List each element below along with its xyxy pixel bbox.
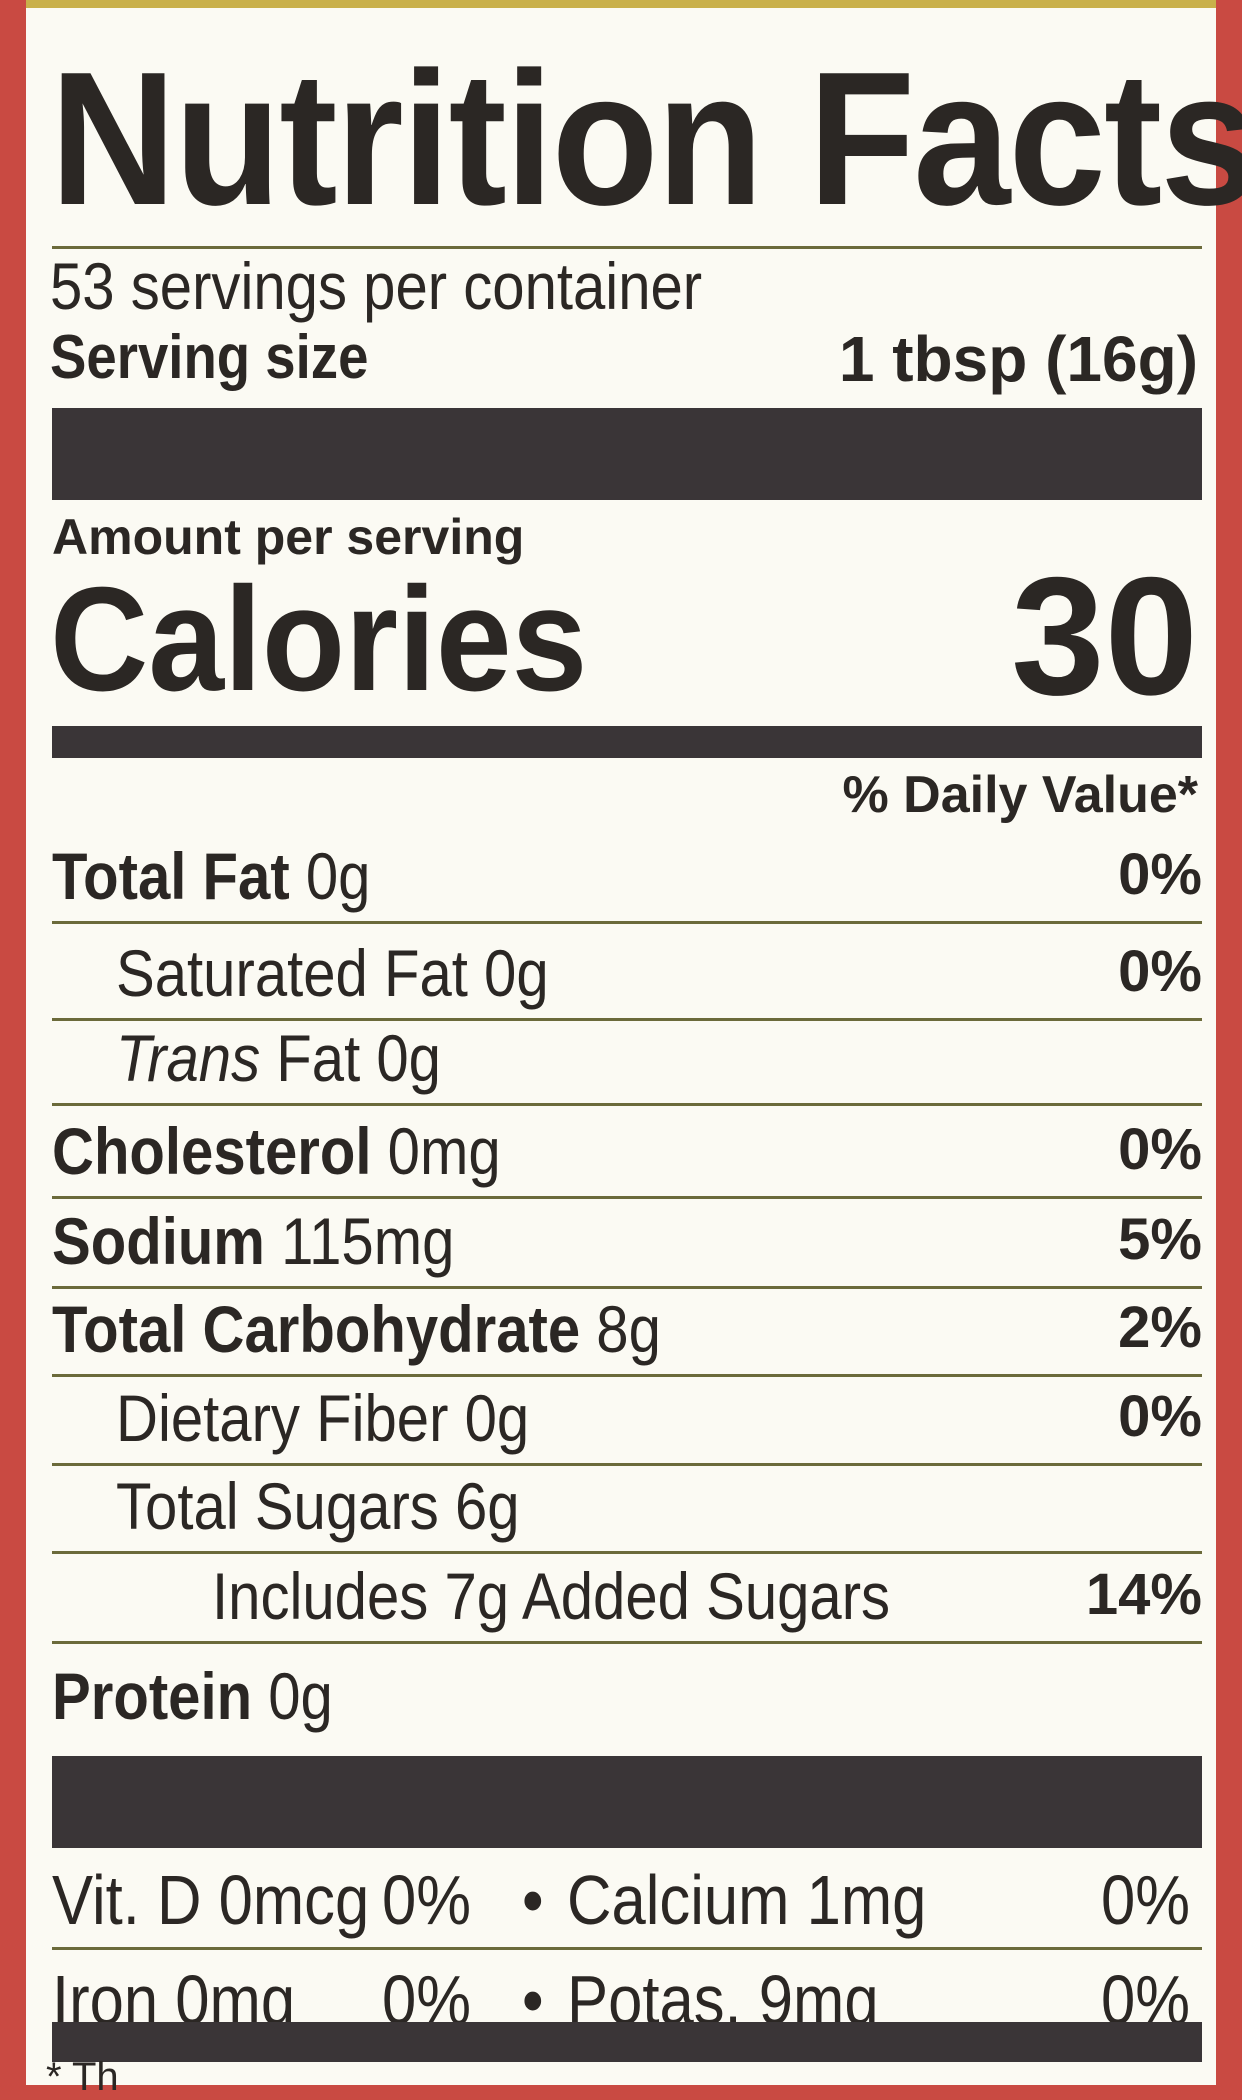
divider bbox=[52, 1463, 1202, 1466]
divider bbox=[52, 1286, 1202, 1289]
mineral-name: Calcium 1mg bbox=[567, 1861, 927, 1939]
divider bbox=[52, 1103, 1202, 1106]
medium-divider bbox=[52, 726, 1202, 758]
nutrient-row: Total Sugars 6g bbox=[52, 1460, 1202, 1554]
nutrient-name: Total Sugars 6g bbox=[116, 1468, 520, 1544]
nutrient-row: Total Fat 0g 0% bbox=[52, 830, 1202, 924]
nutrient-label-suffix: Fat bbox=[276, 1021, 361, 1095]
divider bbox=[52, 1374, 1202, 1377]
divider bbox=[52, 1551, 1202, 1554]
nutrient-amount: 6g bbox=[454, 1469, 520, 1543]
divider bbox=[52, 1641, 1202, 1644]
nutrient-name: Saturated Fat 0g bbox=[116, 935, 549, 1011]
nutrient-row: Trans Fat 0g bbox=[52, 1012, 1202, 1106]
nutrient-label: Saturated Fat bbox=[116, 936, 468, 1010]
nutrient-amount: 115mg bbox=[281, 1204, 455, 1278]
nutrient-row: Dietary Fiber 0g 0% bbox=[52, 1372, 1202, 1466]
thick-divider bbox=[52, 1756, 1202, 1848]
thick-divider bbox=[52, 408, 1202, 500]
serving-size-label: Serving size bbox=[50, 323, 369, 392]
nutrient-row: Protein 0g bbox=[52, 1650, 1202, 1742]
nutrient-row: Total Carbohydrate 8g 2% bbox=[52, 1283, 1202, 1377]
vitamin-row: Vit. D 0mcg 0% • Calcium 1mg 0% bbox=[52, 1850, 1202, 1950]
divider bbox=[52, 921, 1202, 924]
nutrient-daily-value: 5% bbox=[1118, 1207, 1202, 1272]
serving-size-value: 1 tbsp (16g) bbox=[838, 323, 1198, 395]
nutrient-amount: 0g bbox=[376, 1021, 441, 1095]
nutrient-daily-value: 0% bbox=[1118, 1117, 1202, 1182]
nutrient-row: Sodium 115mg 5% bbox=[52, 1195, 1202, 1289]
divider bbox=[52, 1947, 1202, 1950]
nutrient-label: Total Carbohydrate bbox=[52, 1292, 581, 1366]
bullet-separator: • bbox=[522, 1861, 544, 1939]
nutrient-name: Dietary Fiber 0g bbox=[116, 1380, 529, 1456]
nutrient-daily-value: 0% bbox=[1118, 939, 1202, 1004]
nutrient-label: Protein bbox=[52, 1659, 253, 1733]
nutrient-name: Cholesterol 0mg bbox=[52, 1113, 501, 1189]
nutrient-name: Sodium 115mg bbox=[52, 1203, 454, 1279]
divider bbox=[52, 1196, 1202, 1199]
nutrient-label: Sodium bbox=[52, 1204, 265, 1278]
vitamin-name: Vit. D 0mcg bbox=[52, 1861, 370, 1939]
nutrition-label bbox=[26, 0, 1216, 2085]
nutrient-name: Includes 7g Added Sugars bbox=[212, 1558, 890, 1634]
nutrient-row: Includes 7g Added Sugars 14% bbox=[52, 1550, 1202, 1644]
daily-value-header: % Daily Value* bbox=[842, 766, 1198, 824]
nutrient-name: Total Carbohydrate 8g bbox=[52, 1291, 661, 1367]
nutrient-amount: 0g bbox=[464, 1381, 530, 1455]
nutrient-amount: 0g bbox=[484, 936, 549, 1010]
nutrient-name: Protein 0g bbox=[52, 1658, 333, 1734]
vitamin-daily-value: 0% bbox=[382, 1861, 472, 1939]
nutrient-amount: 0mg bbox=[387, 1114, 501, 1188]
nutrient-daily-value: 2% bbox=[1118, 1295, 1202, 1360]
nutrient-row: Saturated Fat 0g 0% bbox=[52, 927, 1202, 1021]
nutrient-label: Total Sugars bbox=[116, 1469, 439, 1543]
bullet-separator: • bbox=[522, 1961, 544, 2039]
nutrient-label: Dietary Fiber bbox=[116, 1381, 449, 1455]
nutrient-row: Cholesterol 0mg 0% bbox=[52, 1105, 1202, 1199]
mineral-daily-value: 0% bbox=[1100, 1861, 1190, 1939]
servings-per-container: 53 servings per container bbox=[50, 249, 703, 323]
label-title: Nutrition Facts bbox=[50, 33, 1242, 245]
nutrient-label: Trans bbox=[116, 1021, 261, 1095]
nutrient-amount: 0g bbox=[268, 1659, 333, 1733]
nutrient-daily-value: 0% bbox=[1118, 842, 1202, 907]
nutrient-amount: 8g bbox=[596, 1292, 661, 1366]
divider bbox=[52, 1018, 1202, 1021]
footnote: * Th bbox=[46, 2055, 119, 2099]
nutrient-daily-value: 0% bbox=[1118, 1384, 1202, 1449]
bottom-divider bbox=[52, 2022, 1202, 2062]
nutrient-label: Includes 7g Added Sugars bbox=[212, 1559, 891, 1633]
nutrient-amount: 0g bbox=[305, 839, 371, 913]
nutrient-daily-value: 14% bbox=[1085, 1562, 1202, 1627]
calories-label: Calories bbox=[50, 557, 588, 722]
divider bbox=[52, 246, 1202, 249]
nutrient-label: Cholesterol bbox=[52, 1114, 372, 1188]
nutrient-name: Total Fat 0g bbox=[52, 838, 370, 914]
nutrient-name: Trans Fat 0g bbox=[116, 1020, 441, 1096]
calories-value: 30 bbox=[1011, 542, 1198, 730]
nutrient-label: Total Fat bbox=[52, 839, 290, 913]
amount-per-serving: Amount per serving bbox=[52, 509, 525, 565]
